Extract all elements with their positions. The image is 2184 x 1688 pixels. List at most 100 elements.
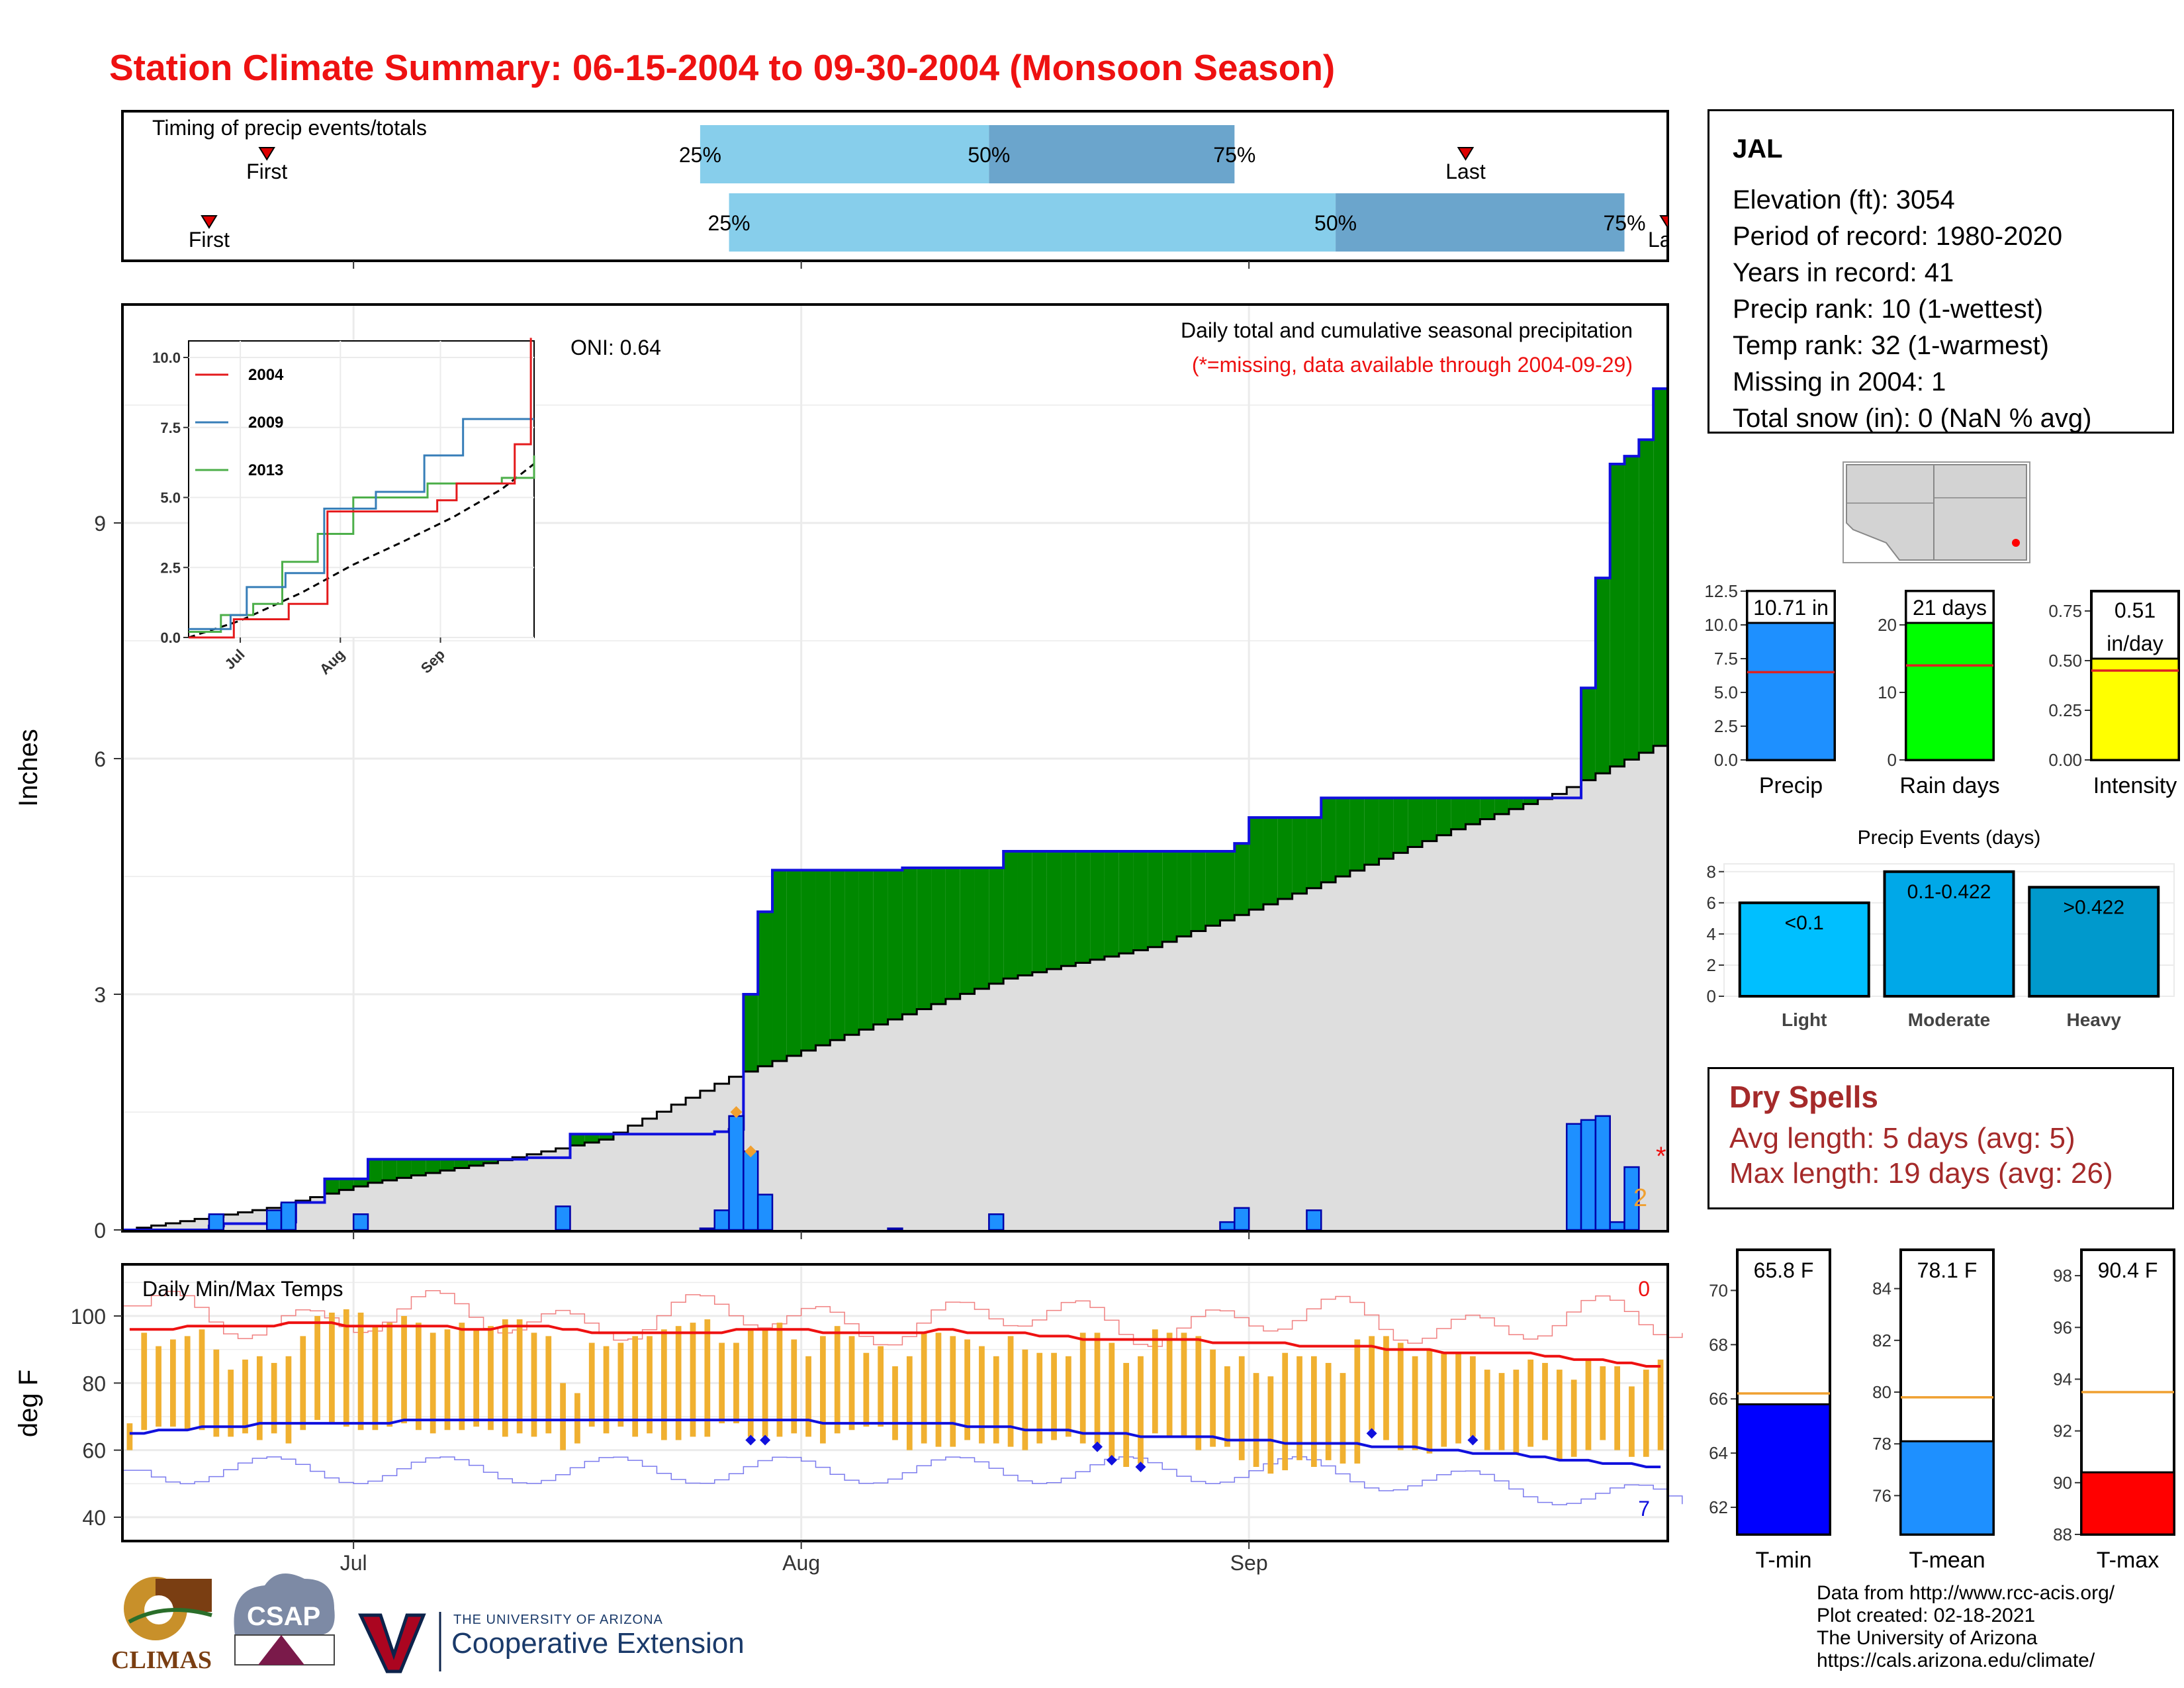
inset-legend-label: 2004 xyxy=(248,366,284,384)
above-avg-area xyxy=(1422,798,1437,841)
temp-mean-summary-label: T-mean xyxy=(1909,1548,1985,1573)
precip-y-label: Inches xyxy=(14,729,43,807)
above-avg-area xyxy=(1581,688,1596,780)
above-avg-area xyxy=(1480,798,1495,820)
precip-events-label: Moderate xyxy=(1908,1009,1990,1030)
daily-temp-bar xyxy=(935,1333,942,1447)
daily-temp-bar xyxy=(502,1319,508,1437)
precip-y-ticks: 0 3 6 9 xyxy=(94,512,122,1243)
daily-temp-bar xyxy=(1484,1370,1490,1450)
precip-events-range-label: <0.1 xyxy=(1785,912,1824,934)
above-avg-area xyxy=(324,1178,340,1194)
temp-y-ticks: 40 60 80 100 xyxy=(71,1305,122,1530)
precip-events-bar xyxy=(2028,886,2160,998)
temp-min-summary-tick-label: 64 xyxy=(1709,1443,1728,1463)
precip-summary-label: Precip xyxy=(1759,773,1823,798)
above-avg-area xyxy=(960,867,975,994)
daily-temp-bar xyxy=(170,1339,176,1427)
daily-temp-bar xyxy=(1195,1336,1202,1450)
daily-precip-bar xyxy=(265,1209,283,1231)
daily-precip-bar xyxy=(1234,1207,1250,1231)
daily-precip-bar xyxy=(887,1227,903,1231)
daily-temp-bar xyxy=(791,1339,797,1434)
daily-temp-bar xyxy=(848,1336,855,1430)
above-avg-area xyxy=(1032,851,1047,972)
above-avg-area xyxy=(1162,851,1177,942)
daily-temp-bar xyxy=(834,1326,841,1434)
intensity-summary-bar xyxy=(2090,657,2180,761)
daily-temp-bar xyxy=(1412,1356,1418,1450)
station-precip-rank: Precip rank: 10 (1-wettest) xyxy=(1733,295,2044,324)
credit-university: The University of Arizona xyxy=(1817,1627,2038,1649)
avg-max-line xyxy=(129,1321,1661,1368)
daily-temp-bar xyxy=(820,1336,826,1444)
y-tick-label: 3 xyxy=(94,983,106,1007)
daily-temp-bar xyxy=(1094,1333,1101,1444)
above-avg-area xyxy=(584,1134,600,1143)
temp-max-summary-tick-label: 88 xyxy=(2053,1524,2072,1544)
last-event-label: Last xyxy=(1648,228,1688,252)
daily-temp-bar xyxy=(343,1309,349,1427)
missing-note: (*=missing, data available through 2004-… xyxy=(1192,353,1633,377)
record-min-count: 7 xyxy=(1638,1497,1650,1521)
above-avg-area xyxy=(1234,843,1250,915)
daily-temp-bar xyxy=(300,1336,306,1430)
daily-temp-bar xyxy=(285,1356,292,1444)
daily-precip-bar xyxy=(1306,1209,1322,1231)
raindays-summary-bar xyxy=(1905,617,1995,761)
intensity-summary-value-label: 0.51 xyxy=(2115,598,2156,622)
above-avg-area xyxy=(1306,818,1322,888)
above-avg-area xyxy=(1133,851,1148,951)
temp-max-summary-tick-label: 98 xyxy=(2053,1266,2072,1286)
daily-temp-bar xyxy=(1455,1352,1461,1444)
above-avg-area xyxy=(815,870,831,1046)
precip-events-label: Light xyxy=(1782,1009,1827,1030)
daily-precip-bar xyxy=(699,1227,715,1231)
inset-y-tick-label: 10.0 xyxy=(152,350,181,366)
credit-url: https://cals.arizona.edu/climate/ xyxy=(1817,1650,2095,1671)
intensity-summary-tick-label: 0.25 xyxy=(2048,700,2082,720)
daily-precip-bar xyxy=(1594,1115,1611,1231)
above-avg-area xyxy=(858,870,874,1030)
daily-precip-bar xyxy=(713,1209,730,1231)
record-low-marker xyxy=(760,1434,771,1446)
above-avg-area xyxy=(830,870,845,1041)
temp-mean-summary-tick-label: 84 xyxy=(1872,1279,1891,1299)
daily-temp-bar xyxy=(1036,1352,1043,1444)
daily-temp-bar xyxy=(1397,1342,1404,1450)
daily-temp-bar xyxy=(993,1356,999,1444)
daily-precip-bar xyxy=(1565,1123,1582,1231)
above-avg-area xyxy=(1075,851,1091,963)
daily-precip-bar xyxy=(208,1213,225,1231)
inset-y-tick-label: 7.5 xyxy=(160,420,181,436)
station-years: Years in record: 41 xyxy=(1733,258,1954,287)
inset-y-tick-label: 2.5 xyxy=(160,559,181,576)
precip-summary-value-label: 10.71 in xyxy=(1753,596,1829,620)
intensity-summary-tick-label: 0.00 xyxy=(2048,750,2082,770)
daily-temp-bar xyxy=(1166,1333,1173,1437)
timing-p50-label: 50% xyxy=(1314,211,1357,235)
above-avg-area xyxy=(1205,851,1220,926)
above-avg-area xyxy=(1249,818,1263,910)
temp-mean-summary-tick-label: 80 xyxy=(1872,1382,1891,1402)
daily-temp-bar xyxy=(1470,1356,1476,1437)
above-avg-area xyxy=(1118,851,1134,954)
precip-events-tick-label: 2 xyxy=(1707,955,1716,975)
precip-events-range-label: >0.422 xyxy=(2063,896,2124,918)
daily-temp-bar xyxy=(617,1342,624,1427)
precip-events-tick-label: 6 xyxy=(1707,893,1716,913)
above-avg-area xyxy=(1595,578,1610,774)
daily-temp-bar xyxy=(1238,1356,1245,1460)
x-tick-label: Sep xyxy=(1230,1551,1268,1575)
temp-mean-summary-bar xyxy=(1899,1440,1995,1536)
precip-summary-bar xyxy=(1746,614,1836,761)
daily-temp-bar xyxy=(762,1329,768,1437)
daily-temp-bar xyxy=(415,1323,422,1430)
daily-temp-bar xyxy=(805,1356,811,1437)
daily-precip-bar xyxy=(988,1213,1005,1231)
last-event-marker xyxy=(1659,215,1668,229)
daily-temp-bar xyxy=(1614,1366,1620,1450)
temp-max-summary-tick-label: 90 xyxy=(2053,1473,2072,1493)
above-avg-area xyxy=(844,870,859,1035)
summary-bars: 0.0 2.5 5.0 7.5 10.0 12.5 Precip 10.71 in 0 10 20 R… xyxy=(1704,581,2180,798)
